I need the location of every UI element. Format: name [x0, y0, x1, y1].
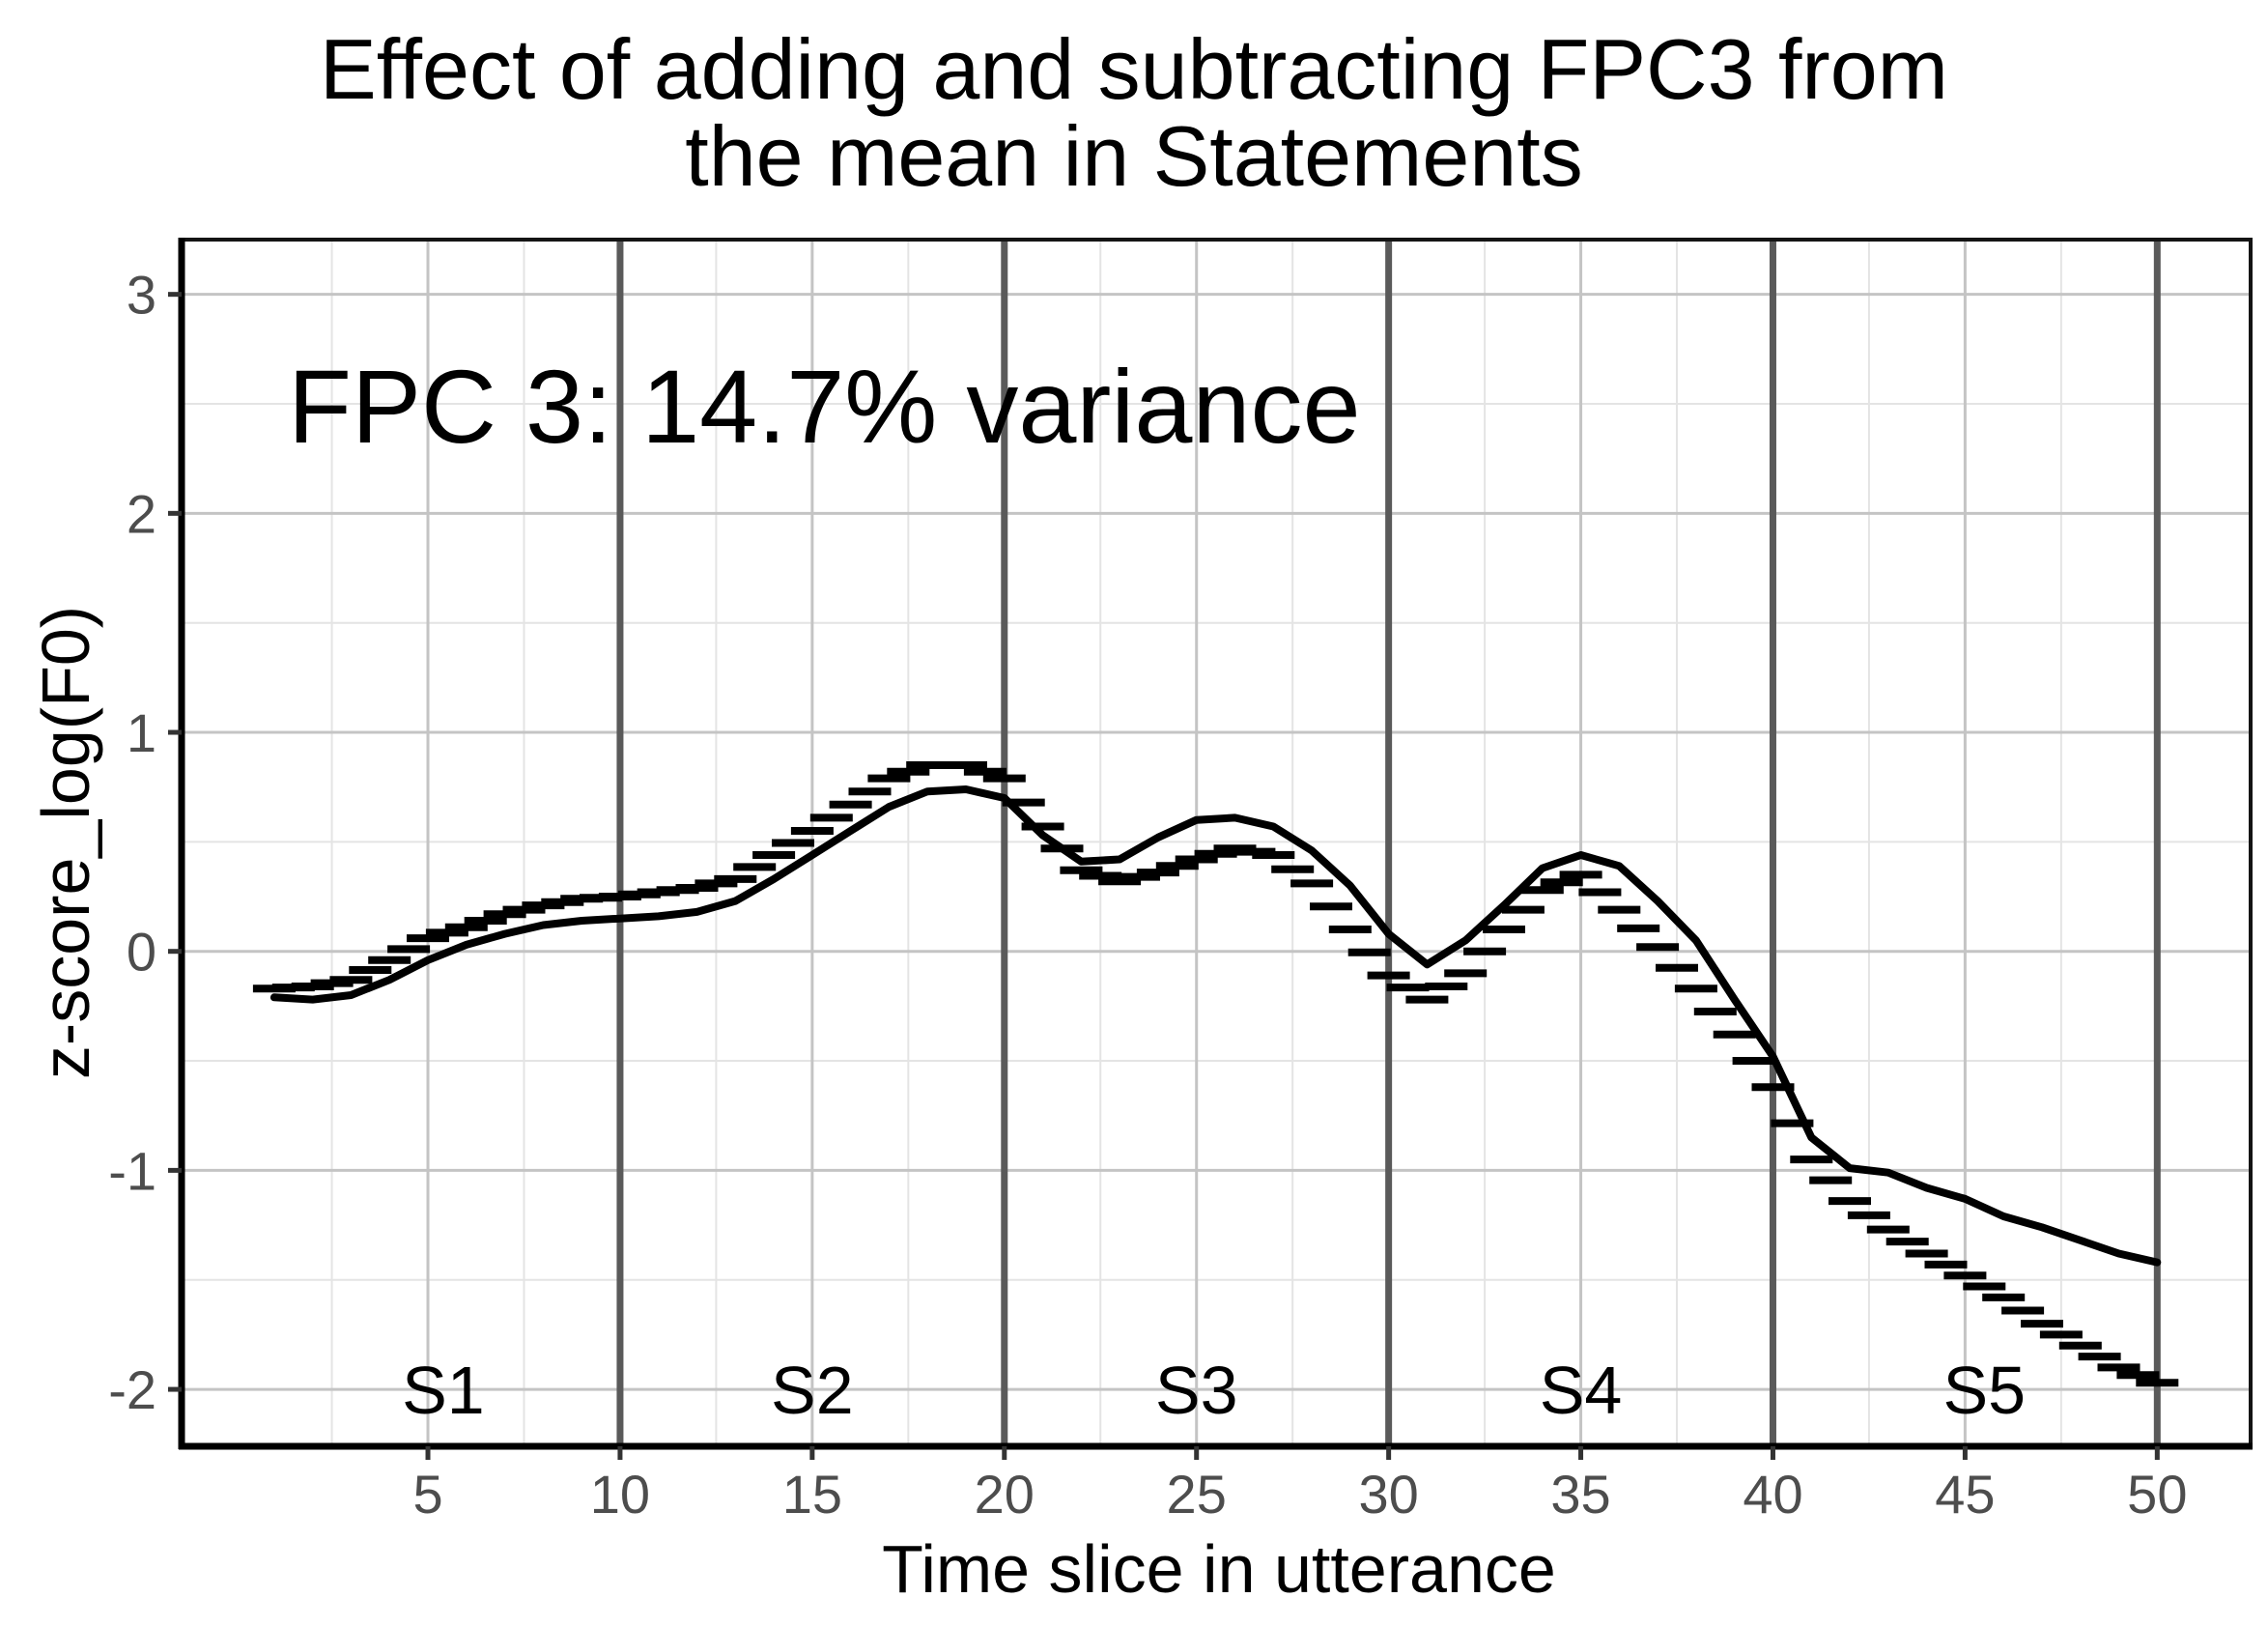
x-tick-label: 20: [975, 1464, 1035, 1525]
x-tick-label: 10: [590, 1464, 650, 1525]
x-tick-label: 15: [782, 1464, 842, 1525]
y-tick-label: 0: [127, 922, 156, 983]
y-axis-title: z-score_log(F0): [28, 606, 103, 1079]
panel-border-layer: [178, 238, 2253, 1450]
y-tick-label: -2: [108, 1359, 156, 1420]
x-tick-label: 30: [1358, 1464, 1418, 1525]
segment-label: S1: [402, 1353, 485, 1428]
segment-label: S5: [1942, 1353, 2026, 1428]
segment-labels-layer: S1 S2 S3 S4 S5: [402, 1353, 2026, 1428]
minus-fpc-markers: [252, 761, 2179, 1387]
x-tick-label: 50: [2127, 1464, 2187, 1525]
axis-ticks-layer: [168, 292, 2160, 1460]
segment-boundaries: [616, 240, 2161, 1446]
plot-title-line2: the mean in Statements: [685, 108, 1582, 204]
x-tick-label: 45: [1935, 1464, 1995, 1525]
y-tick-label: -1: [108, 1140, 156, 1201]
mean-curve: [269, 785, 2162, 1267]
segment-label: S2: [771, 1353, 854, 1428]
series-layer: [252, 761, 2179, 1387]
y-tick-label: 3: [127, 265, 156, 326]
y-tick-label: 1: [127, 702, 156, 763]
x-tick-label: 25: [1167, 1464, 1227, 1525]
x-tick-label: 35: [1550, 1464, 1610, 1525]
x-axis-title: Time slice in utterance: [882, 1531, 1556, 1607]
x-tick-label: 5: [412, 1464, 442, 1525]
plot-title-line1: Effect of adding and subtracting FPC3 fr…: [320, 21, 1948, 117]
segment-label: S4: [1540, 1353, 1623, 1428]
y-tick-label: 2: [127, 483, 156, 544]
segment-label: S3: [1155, 1353, 1238, 1428]
variance-annotation: FPC 3: 14.7% variance: [288, 348, 1361, 465]
x-tick-label: 40: [1743, 1464, 1802, 1525]
